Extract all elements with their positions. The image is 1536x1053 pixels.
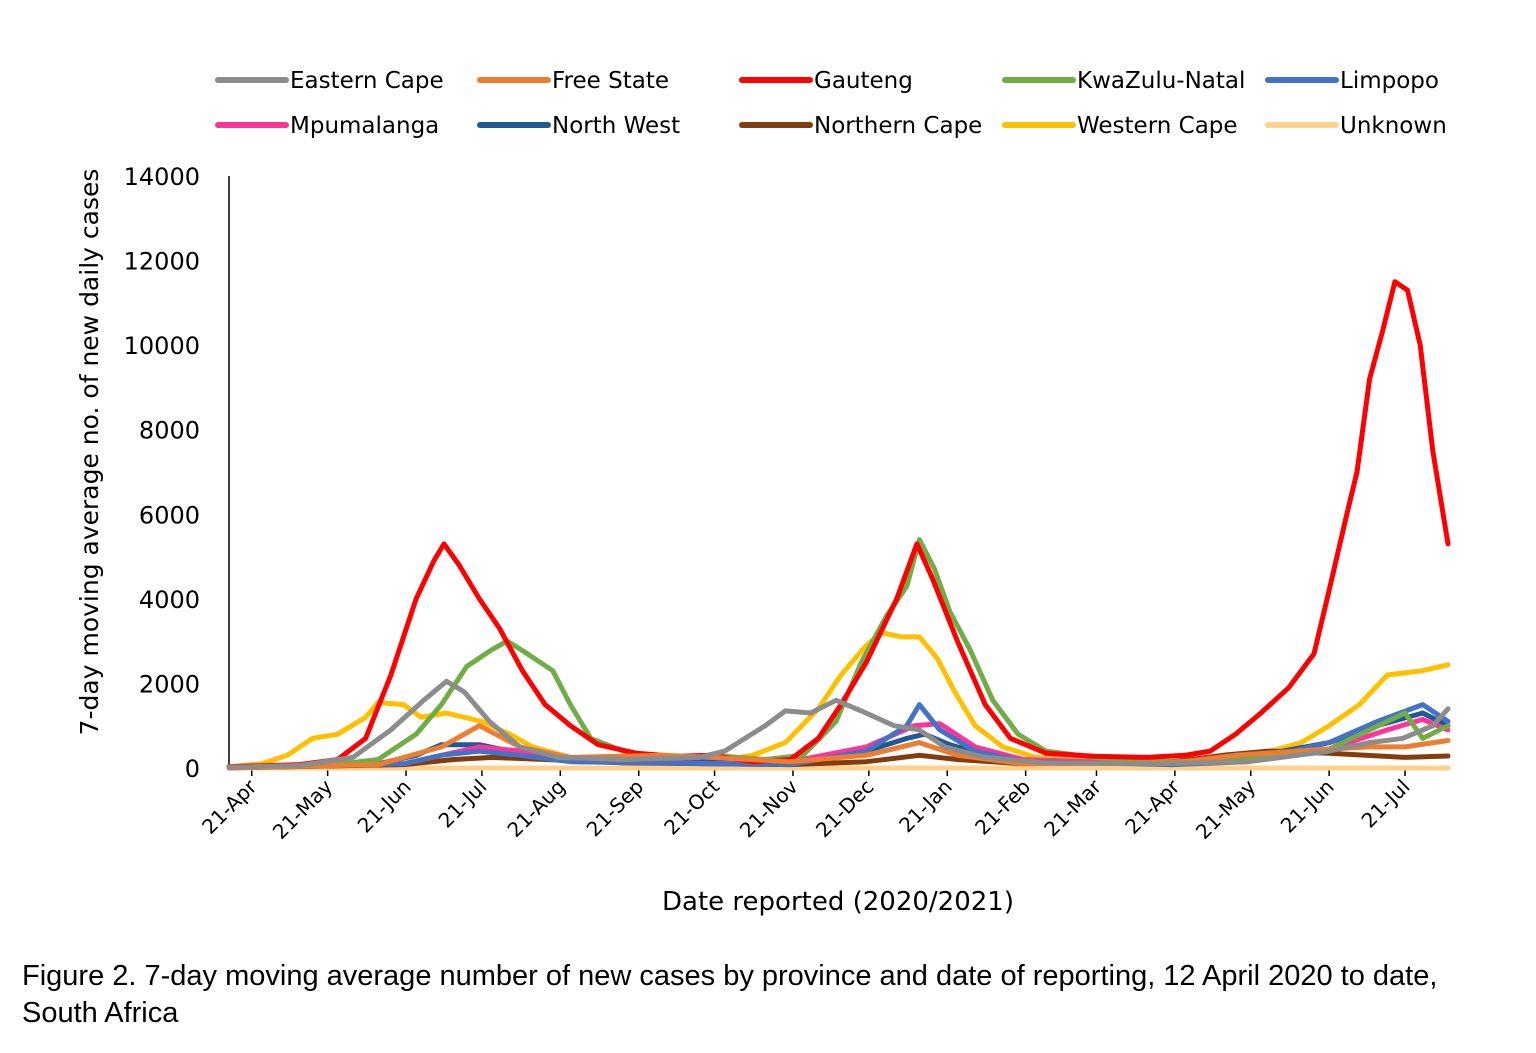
x-tick-label: 21-Jul [1357,775,1415,833]
y-tick-label: 10000 [124,332,200,360]
figure-caption: Figure 2. 7-day moving average number of… [22,960,1438,1029]
y-axis: 0 2000 4000 6000 8000 10000 12000 14000 [124,163,230,783]
legend-label-mpumalanga: Mpumalanga [290,113,439,139]
plot-area [226,279,1451,771]
series-line-kwazulu-natal [226,537,1451,770]
legend-label-limpopo: Limpopo [1340,68,1439,94]
legend-label-western-cape: Western Cape [1077,113,1238,139]
x-tick-label: 21-Nov [735,774,803,842]
line-chart: Eastern Cape Free State Gauteng KwaZulu-Nat… [75,68,1451,917]
legend-label-north-west: North West [552,113,680,139]
y-tick-label: 2000 [139,670,200,698]
x-tick-label: 21-May [1191,774,1260,843]
x-axis-title: Date reported (2020/2021) [662,887,1014,917]
y-tick-label: 14000 [124,163,200,191]
legend-label-eastern-cape: Eastern Cape [290,68,444,94]
y-tick-label: 8000 [139,417,200,445]
series-line-eastern-cape [226,678,1451,770]
x-tick-label: 21-Mar [1039,774,1106,841]
y-tick-label: 6000 [139,501,200,529]
y-tick-label: 4000 [139,586,200,614]
x-tick-label: 21-Oct [659,774,724,839]
x-tick-label: 21-Jul [434,775,492,833]
x-tick-label: 21-Dec [811,775,878,842]
x-tick-label: 21-Sep [582,775,649,842]
y-tick-label: 0 [185,755,200,783]
x-tick-label: 21-Jun [353,775,416,838]
legend: Eastern Cape Free State Gauteng KwaZulu-Nat… [215,68,1447,139]
series-line-limpopo [226,702,1451,771]
legend-label-kwazulu-natal: KwaZulu-Natal [1077,68,1245,94]
x-tick-label: 21-Jan [894,775,957,838]
x-tick-label: 21-Aug [502,775,569,842]
x-tick-label: 21-Apr [197,774,262,839]
legend-label-northern-cape: Northern Cape [814,113,982,139]
legend-label-gauteng: Gauteng [814,68,913,94]
x-tick-label: 21-May [268,774,337,843]
series-line-gauteng [226,279,1451,770]
x-tick-label: 21-Feb [970,775,1035,840]
y-tick-label: 12000 [124,248,200,276]
legend-label-unknown: Unknown [1340,113,1447,139]
x-axis: 21-Apr 21-May 21-Jun 21-Jul 21-Aug 21-Sep 21-O… [197,767,1448,844]
x-tick-label: 21-Apr [1120,774,1185,839]
legend-label-free-state: Free State [552,68,669,94]
x-tick-label: 21-Jun [1276,775,1339,838]
y-axis-title: 7-day moving average no. of new daily ca… [75,169,104,736]
